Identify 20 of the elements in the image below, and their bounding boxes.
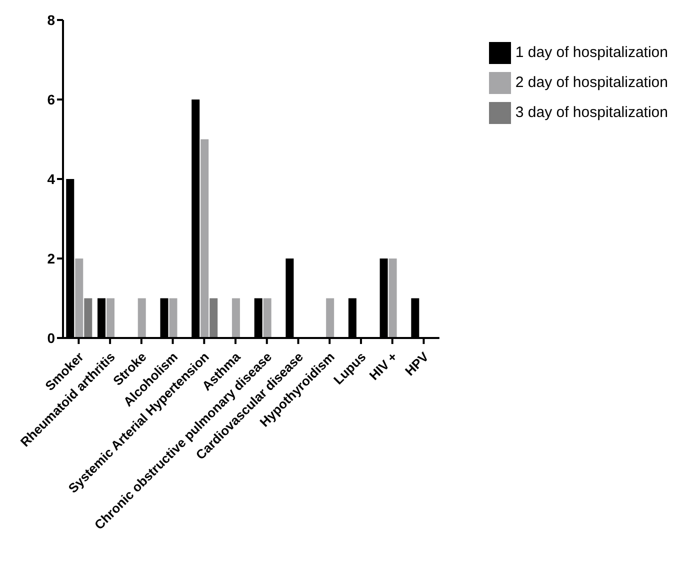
y-tick-label: 2 xyxy=(47,250,56,266)
y-tick-label: 0 xyxy=(47,330,56,346)
legend-label: 3 day of hospitalization xyxy=(515,104,668,121)
y-tick-label: 8 xyxy=(47,12,56,28)
x-tick-label: HIV + xyxy=(366,348,400,384)
bar xyxy=(106,298,115,338)
bar xyxy=(169,298,178,338)
bar xyxy=(388,258,397,338)
legend-label: 2 day of hospitalization xyxy=(515,74,668,91)
bar xyxy=(326,298,334,338)
bar xyxy=(138,298,146,338)
y-tick-label: 6 xyxy=(47,91,56,108)
y-tick-label: 4 xyxy=(47,170,56,187)
bar xyxy=(200,139,209,338)
bar xyxy=(232,298,240,338)
bar xyxy=(263,298,272,338)
legend-label: 1 day of hospitalization xyxy=(515,44,668,61)
bar xyxy=(75,258,84,338)
bar xyxy=(210,298,218,338)
bar xyxy=(84,298,92,338)
